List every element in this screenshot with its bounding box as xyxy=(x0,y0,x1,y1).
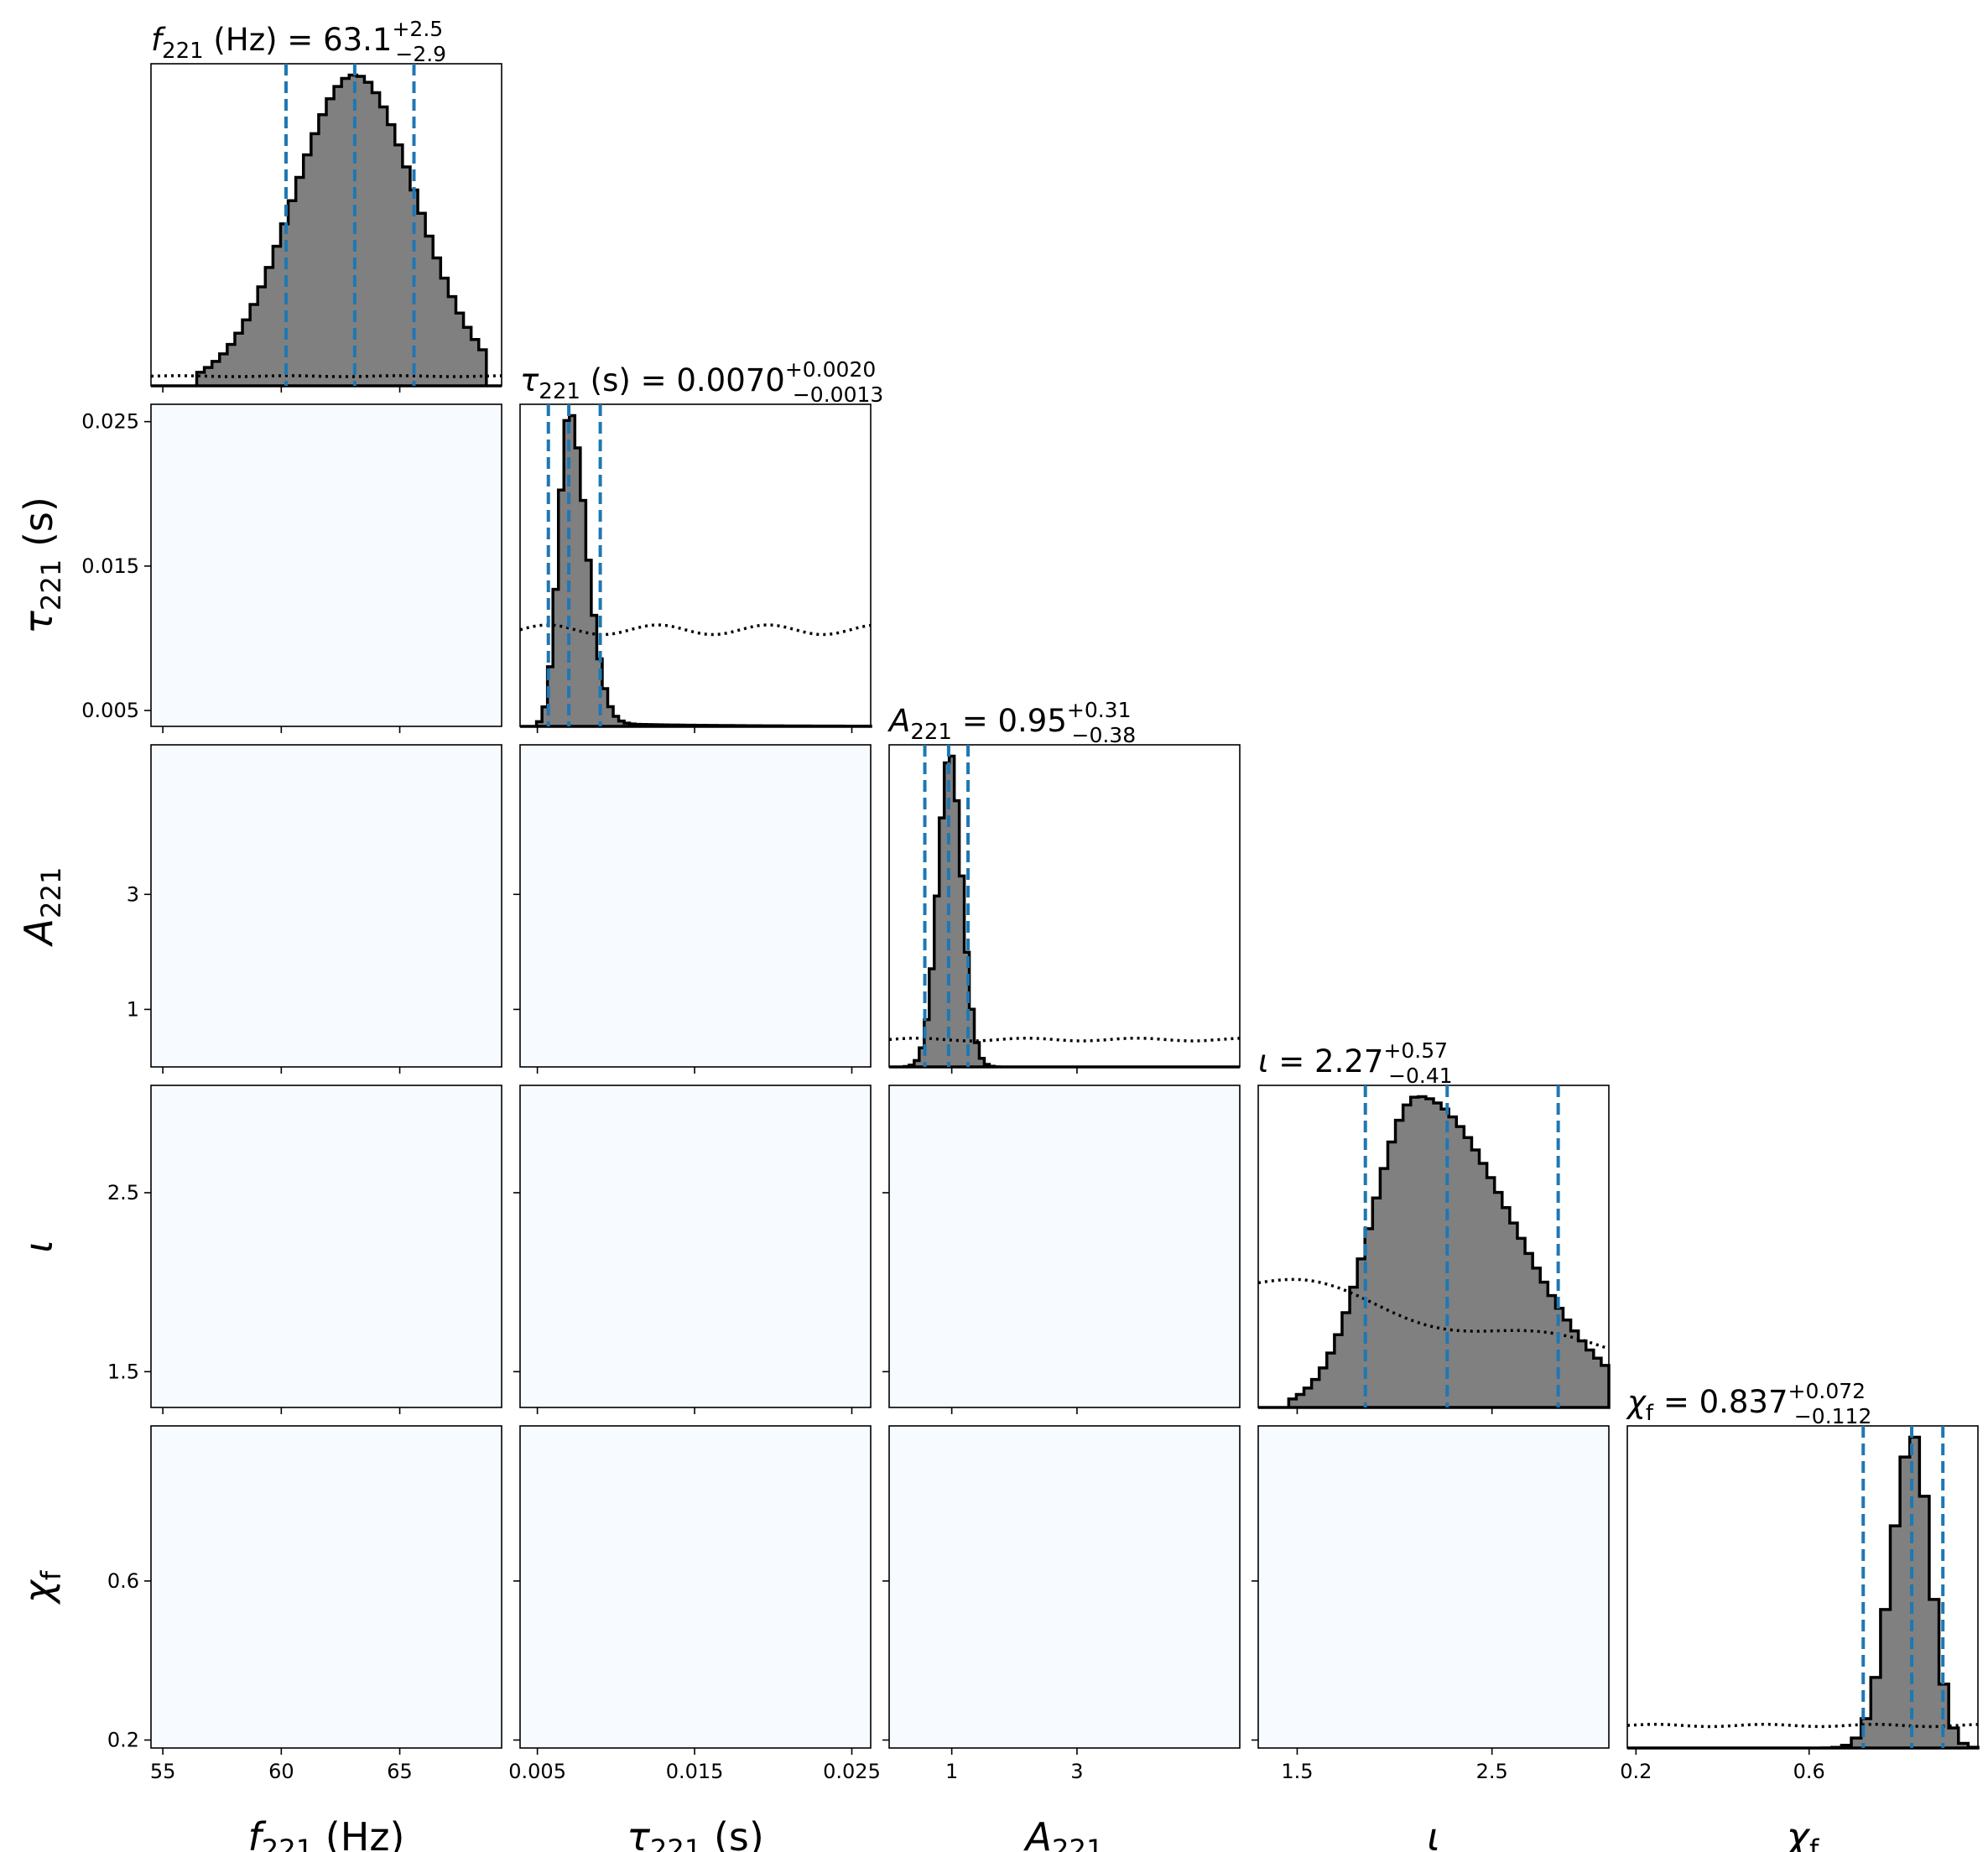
y-axis-label-chif: χf xyxy=(16,1570,67,1605)
panel-background xyxy=(1258,1426,1609,1748)
x-tick-label: 0.2 xyxy=(1620,1760,1652,1783)
x-tick-label-tau221: 0.025 xyxy=(823,1760,881,1783)
prior-tau221 xyxy=(519,623,872,637)
density-panel-chif-A221: 50%90% xyxy=(882,1425,1241,1755)
panel-frame xyxy=(519,1085,872,1408)
title-A221: A221 = 0.95+0.31 −0.38 xyxy=(887,698,1136,747)
x-tick-label-f221: 55 xyxy=(150,1760,176,1783)
panel-background xyxy=(520,745,871,1067)
x-axis-label-A221: A221 xyxy=(1023,1814,1104,1852)
x-axis-label-iota: ι xyxy=(1427,1814,1440,1852)
density-panel-chif-f221: 50%90% xyxy=(144,1425,502,1755)
hist-panel-A221: A221 = 0.95+0.31 −0.38 xyxy=(887,698,1241,1074)
x-axis-label-tau221: τ221 (s) xyxy=(627,1814,764,1852)
density-panel-tau221-f221: 50%90% xyxy=(144,403,502,733)
panel-frame xyxy=(1257,1425,1610,1749)
histogram-f221 xyxy=(151,73,502,388)
density-panel-iota-A221: 50%90% xyxy=(882,1085,1241,1414)
x-tick-label-iota: 1.5 xyxy=(1281,1760,1313,1783)
x-tick-label-tau221: 0.005 xyxy=(508,1760,566,1783)
y-tick-label-tau221: 0.025 xyxy=(81,410,139,434)
panel-background xyxy=(520,1085,871,1407)
y-axis-label-A221: A221 xyxy=(16,867,67,948)
hist-panel-tau221: τ221 (s) = 0.0070+0.0020 −0.0013 xyxy=(519,357,883,733)
panel-background xyxy=(151,404,502,726)
title-chif: χf = 0.837+0.072 −0.112 xyxy=(1626,1379,1871,1428)
y-tick-label-tau221: 0.015 xyxy=(81,554,139,578)
x-tick-label-A221: 1 xyxy=(945,1760,958,1783)
x-tick-label-A221: 3 xyxy=(1070,1760,1083,1783)
prior-f221 xyxy=(150,374,502,378)
y-tick-label-iota: 1.5 xyxy=(107,1360,139,1383)
hist-panel-iota: ι = 2.27+0.57 −0.41 xyxy=(1257,1038,1611,1414)
panel-frame xyxy=(150,744,502,1068)
x-tick-label-f221: 65 xyxy=(387,1760,413,1783)
panel-frame xyxy=(519,744,872,1068)
x-axis-label-chif: χf xyxy=(1784,1814,1819,1852)
panel-frame xyxy=(150,403,502,727)
density-panel-chif-tau221: 50%90% xyxy=(513,1425,872,1755)
panel-frame xyxy=(150,1425,502,1749)
density-panel-iota-tau221: 50%90% xyxy=(513,1085,872,1414)
y-tick-label-chif: 0.6 xyxy=(107,1569,139,1593)
hist-panel-f221: f221 (Hz) = 63.1+2.5 −2.9 xyxy=(150,17,502,393)
x-tick-label-tau221: 0.015 xyxy=(666,1760,724,1783)
title-iota: ι = 2.27+0.57 −0.41 xyxy=(1258,1038,1453,1088)
panel-frame xyxy=(888,1425,1241,1749)
title-f221: f221 (Hz) = 63.1+2.5 −2.9 xyxy=(151,17,446,66)
histogram-tau221 xyxy=(520,414,872,728)
density-panel-chif-iota: 50%90% xyxy=(1252,1425,1610,1755)
x-tick-label: 0.6 xyxy=(1793,1760,1825,1783)
y-axis-label-iota: ι xyxy=(16,1240,61,1253)
density-panel-A221-tau221: 50%90% xyxy=(513,744,872,1074)
x-tick-label-iota: 2.5 xyxy=(1476,1760,1508,1783)
y-tick-label-iota: 2.5 xyxy=(107,1181,139,1204)
histogram-chif xyxy=(1627,1435,1980,1750)
y-tick-label-tau221: 0.005 xyxy=(81,699,139,722)
panel-background xyxy=(151,745,502,1067)
prior-A221 xyxy=(888,1036,1241,1043)
density-panel-A221-f221: 50%90% xyxy=(144,744,502,1074)
panel-background xyxy=(151,1426,502,1748)
histogram-iota xyxy=(1258,1095,1611,1409)
y-axis-label-tau221: τ221 (s) xyxy=(16,497,67,634)
density-panel-iota-f221: 50%90% xyxy=(144,1085,502,1414)
hist-panel-chif: χf = 0.837+0.072 −0.112 0.2 0.6 xyxy=(1620,1379,1980,1783)
title-tau221: τ221 (s) = 0.0070+0.0020 −0.0013 xyxy=(520,357,883,407)
prior-chif xyxy=(1626,1723,1979,1729)
y-tick-label-chif: 0.2 xyxy=(107,1729,139,1752)
y-tick-label-A221: 3 xyxy=(127,882,139,906)
panel-frame xyxy=(519,1425,872,1749)
panel-background xyxy=(889,1085,1240,1407)
panel-background xyxy=(151,1085,502,1407)
x-tick-label-f221: 60 xyxy=(268,1760,294,1783)
x-axis-label-f221: f221 (Hz) xyxy=(248,1814,405,1852)
panel-frame xyxy=(888,1085,1241,1408)
y-tick-label-A221: 1 xyxy=(127,997,139,1021)
panel-background xyxy=(520,1426,871,1748)
panel-frame xyxy=(150,1085,502,1408)
panel-background xyxy=(889,1426,1240,1748)
